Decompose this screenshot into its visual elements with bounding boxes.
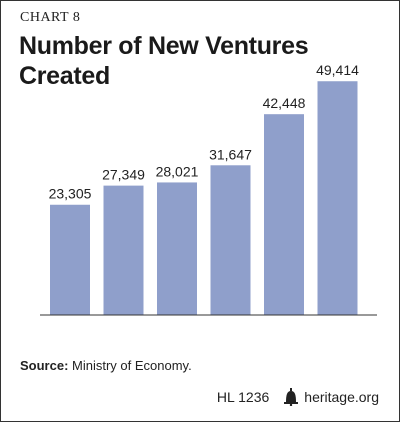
bar-2010	[210, 165, 251, 315]
source-text: Ministry of Economy.	[68, 358, 192, 373]
source-label: Source:	[20, 358, 69, 373]
bar-2011	[264, 114, 304, 315]
value-label-2012: 49,414	[316, 62, 359, 78]
bars-group: 23,305 27,349 28,021 31,647 42,448 49,414	[49, 62, 359, 315]
chart-number: CHART 8	[20, 10, 81, 25]
value-label-2011: 42,448	[263, 95, 306, 111]
site-link[interactable]: heritage.org	[304, 389, 379, 405]
value-label-2008: 27,349	[102, 167, 145, 183]
bar-2009	[157, 182, 197, 315]
bar-2008	[103, 185, 144, 315]
bar-2012	[317, 81, 358, 315]
source-note: Source: Ministry of Economy.	[20, 358, 192, 373]
value-label-2009: 28,021	[156, 163, 199, 179]
chart-title: Number of New Ventures Created	[19, 32, 309, 90]
value-label-2010: 31,647	[209, 146, 252, 162]
value-label-2007: 23,305	[49, 186, 92, 202]
bar-2007	[50, 204, 90, 315]
liberty-bell-icon	[284, 388, 299, 406]
report-code: HL 1236	[216, 389, 270, 405]
footer: HL 1236 heritage.org	[217, 388, 379, 406]
